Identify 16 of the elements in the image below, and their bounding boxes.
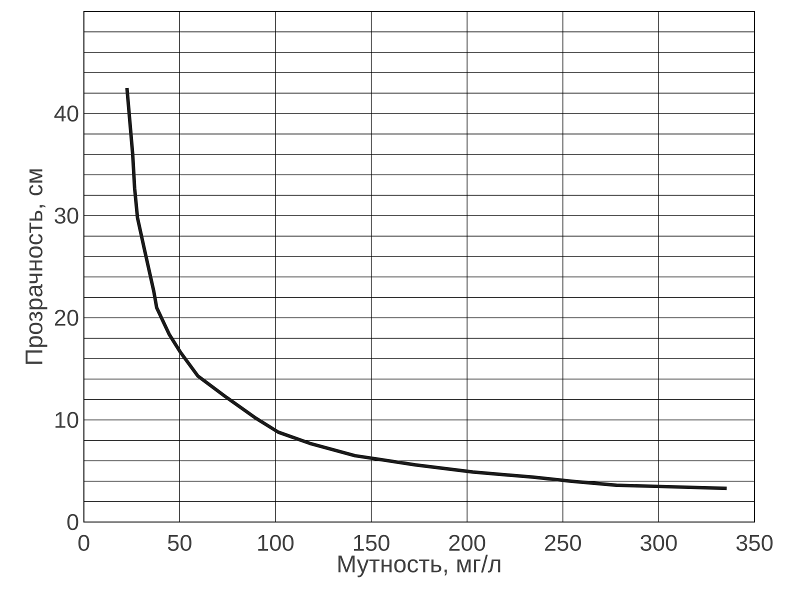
x-tick-label: 100: [258, 534, 294, 551]
x-axis-title: Мутность, мг/л: [338, 554, 500, 578]
line-series: [125, 86, 728, 490]
x-tick-label: 0: [78, 534, 90, 551]
y-axis-title: Прозрачность, см: [26, 169, 48, 364]
x-tick-label: 300: [640, 534, 677, 551]
y-tick-label: 10: [56, 412, 78, 428]
x-tick-label: 250: [545, 534, 581, 551]
x-tick-label: 200: [449, 534, 486, 551]
y-tick-label: 30: [54, 208, 78, 224]
x-tick-label: 50: [168, 534, 192, 551]
y-tick-label: 0: [67, 514, 78, 530]
y-tick-label: 20: [54, 310, 78, 326]
x-tick-label: 150: [354, 534, 390, 551]
y-tick-label: 40: [54, 106, 78, 122]
x-tick-label: 350: [736, 534, 773, 551]
